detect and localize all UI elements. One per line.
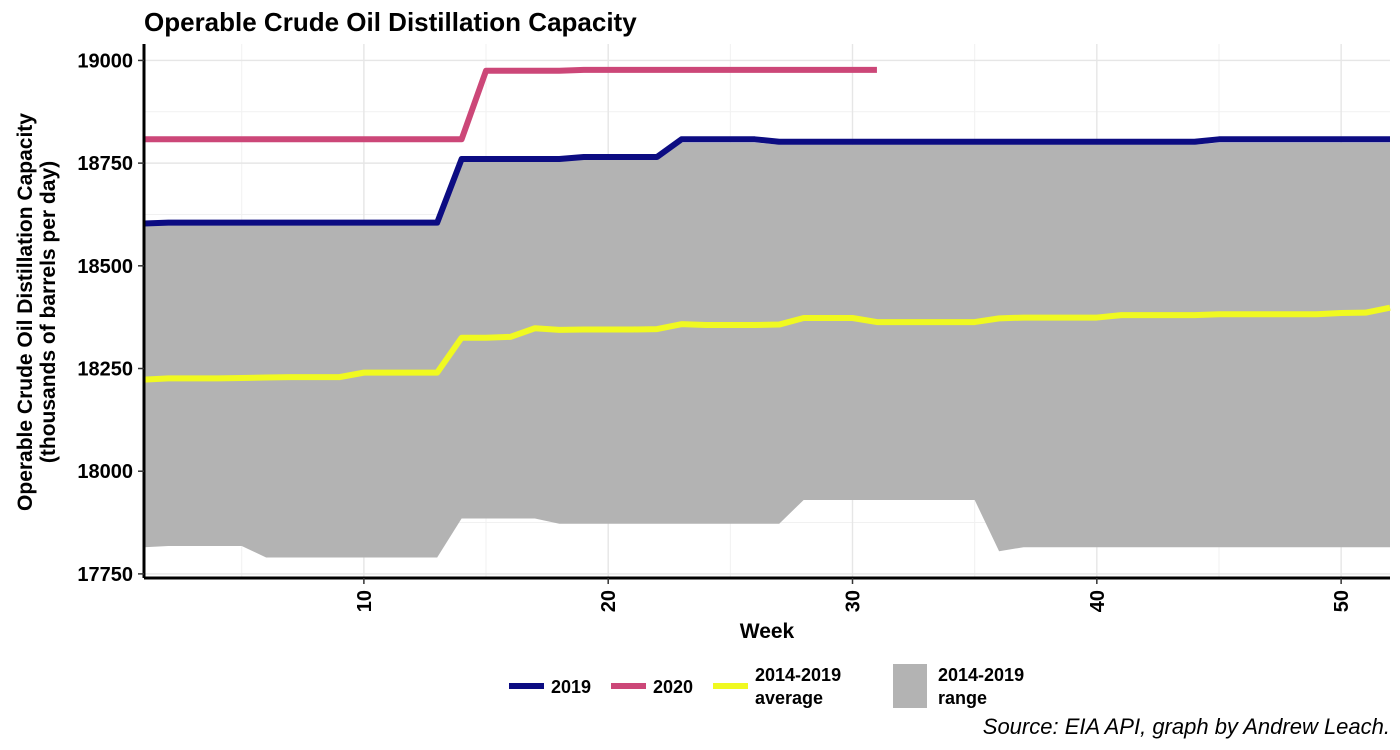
y-tick-label: 18000 (77, 461, 133, 483)
x-tick-label: 10 (354, 590, 376, 612)
y-axis-title: Operable Crude Oil Distillation Capacity… (14, 113, 60, 511)
y-tick-label: 18500 (77, 256, 133, 278)
x-tick-labels: 10 20 30 40 50 (354, 578, 1353, 612)
legend-label: 2014-2019 (938, 665, 1024, 685)
legend-label: range (938, 688, 987, 708)
x-axis-title: Week (740, 620, 795, 643)
legend-label: average (755, 688, 823, 708)
x-tick-label: 30 (843, 590, 865, 612)
legend-swatch (893, 664, 927, 708)
y-axis-title-line-2: (thousands of barrels per day) (37, 161, 60, 463)
range-area (144, 142, 1390, 558)
source-caption: Source: EIA API, graph by Andrew Leach. (983, 714, 1390, 739)
y-tick-label: 19000 (77, 50, 133, 72)
y-axis-title-line-1: Operable Crude Oil Distillation Capacity (14, 113, 37, 511)
x-tick-label: 20 (598, 590, 620, 612)
x-tick-label: 40 (1087, 590, 1109, 612)
range-band (144, 142, 1390, 558)
y-tick-label: 18250 (77, 359, 133, 381)
x-tick-label: 50 (1331, 590, 1353, 612)
y-tick-label: 17750 (77, 564, 133, 586)
legend-item: 2019 (509, 677, 591, 697)
chart-title: Operable Crude Oil Distillation Capacity (144, 7, 637, 37)
legend-item: 2014-2019 average (713, 665, 841, 708)
legend-item: 2020 (611, 677, 693, 697)
legend-label: 2014-2019 (755, 665, 841, 685)
legend: 2019 2020 2014-2019 average 2014-2019 range (509, 664, 1024, 708)
series-line-2014-2019-average (143, 304, 1391, 383)
legend-label: 2019 (551, 677, 591, 697)
series-lines (143, 66, 1391, 383)
legend-item: 2014-2019 range (893, 664, 1024, 708)
legend-label: 2020 (653, 677, 693, 697)
y-tick-labels: 17750 18000 18250 18500 18750 19000 (77, 50, 144, 586)
series-line-2019 (143, 136, 1390, 227)
series-line-2020 (144, 66, 877, 143)
y-tick-label: 18750 (77, 153, 133, 175)
